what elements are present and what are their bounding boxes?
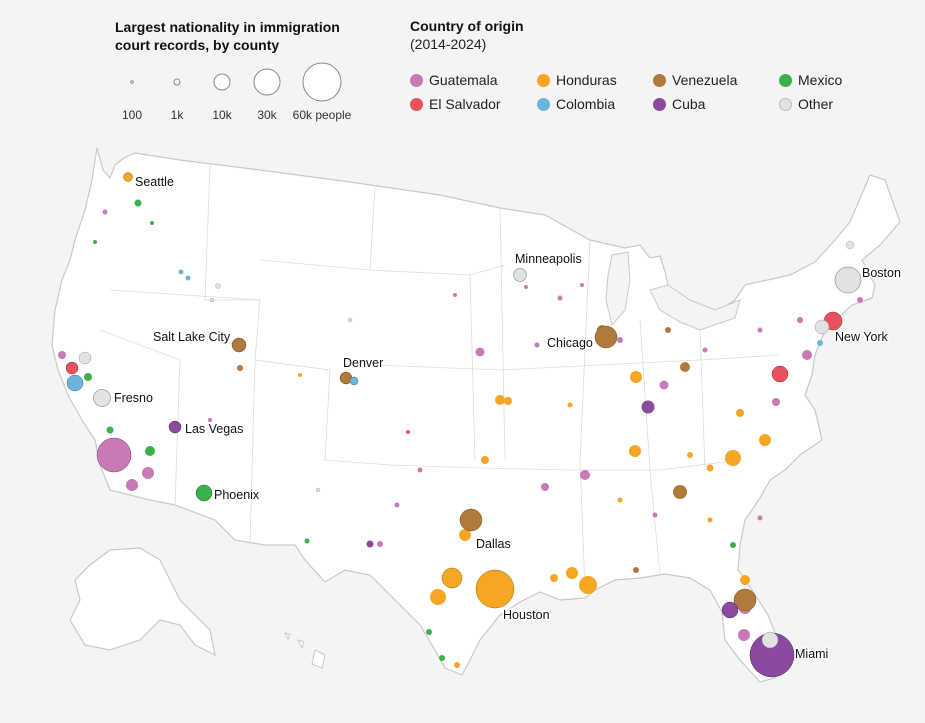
bubble-seattle <box>123 172 133 182</box>
label-seattle: Seattle <box>135 175 174 189</box>
legend-swatch-el-salvador <box>410 97 423 111</box>
legend-label: Honduras <box>556 72 617 88</box>
label-denver: Denver <box>343 356 383 370</box>
alaska-outline <box>69 547 216 657</box>
bubble-miami-2 <box>761 631 779 649</box>
label-fresno: Fresno <box>114 391 153 405</box>
bubble-tampa <box>721 601 739 619</box>
size-label-30k: 30k <box>257 108 277 122</box>
label-phoenix: Phoenix <box>214 488 260 502</box>
bubble-chicago <box>594 325 618 349</box>
legend-item-colombia: Colombia <box>537 96 615 112</box>
size-circle-1k <box>173 78 181 86</box>
legend-label: Guatemala <box>429 72 498 88</box>
legend-item-venezuela: Venezuela <box>653 72 737 88</box>
bubble-minneapolis <box>513 268 527 282</box>
color-legend-title: Country of origin <box>410 18 524 34</box>
legend-label: Venezuela <box>672 72 738 88</box>
size-legend-title: Largest nationality in immigration court… <box>115 19 340 53</box>
bubble-las-vegas <box>168 420 182 434</box>
legend-label: Colombia <box>556 96 616 112</box>
hawaii-outline <box>283 632 326 669</box>
size-legend-circles <box>130 62 342 102</box>
bubble-dc-area <box>771 365 789 383</box>
legend-label: El Salvador <box>429 96 501 112</box>
size-circle-100 <box>130 80 134 84</box>
bubble-phoenix <box>195 484 213 502</box>
city-labels: Seattle Minneapolis Boston Salt Lake Cit… <box>113 174 903 663</box>
legend-item-honduras: Honduras <box>537 72 617 88</box>
bubble-dallas <box>459 508 483 532</box>
label-dallas: Dallas <box>476 537 511 551</box>
legend-swatch-mexico <box>779 73 792 87</box>
bubble-sacramento <box>78 351 92 365</box>
legend-swatch-guatemala <box>410 73 423 87</box>
bubble-sf-bay-2 <box>65 361 79 375</box>
label-las-vegas: Las Vegas <box>185 422 243 436</box>
legend-item-other: Other <box>779 96 833 112</box>
size-circle-10k <box>213 73 231 91</box>
bubble-salt-lake-city <box>231 337 247 353</box>
us-map: Seattle Minneapolis Boston Salt Lake Cit… <box>51 147 903 683</box>
bubble-austin <box>441 567 463 589</box>
legend-swatch-other <box>779 97 792 111</box>
legend-item-el-salvador: El Salvador <box>410 96 501 112</box>
label-salt-lake-city: Salt Lake City <box>153 330 231 344</box>
bubble-boston <box>834 266 862 294</box>
color-legend-subtitle: (2014-2024) <box>410 36 487 52</box>
legend-item-cuba: Cuba <box>653 96 705 112</box>
bubble-los-angeles <box>96 437 132 473</box>
bubble-new-york-2 <box>814 319 830 335</box>
lake-michigan <box>605 251 631 327</box>
size-label-10k: 10k <box>212 108 232 122</box>
legend-label: Other <box>798 96 834 112</box>
legend-label: Mexico <box>798 72 843 88</box>
legend-label: Cuba <box>672 96 706 112</box>
size-label-60k: 60k people <box>292 108 352 122</box>
label-new-york: New York <box>835 330 889 344</box>
size-label-100: 100 <box>121 108 143 122</box>
lake-huron-erie <box>649 284 741 331</box>
legend-swatch-honduras <box>537 73 550 87</box>
bubble-houston <box>475 569 515 609</box>
label-minneapolis: Minneapolis <box>515 252 582 266</box>
legend-swatch-cuba <box>653 97 666 111</box>
label-chicago: Chicago <box>547 336 593 350</box>
label-houston: Houston <box>503 608 550 622</box>
bubble-sf-bay <box>66 374 84 392</box>
city-bubbles <box>65 172 862 678</box>
size-circle-60k <box>302 62 342 102</box>
bubble-fresno <box>93 389 111 407</box>
label-miami: Miami <box>795 647 828 661</box>
label-boston: Boston <box>862 266 901 280</box>
bubble-orlando <box>733 588 757 612</box>
legend-item-guatemala: Guatemala <box>410 72 497 88</box>
legend-item-mexico: Mexico <box>779 72 842 88</box>
size-circle-30k <box>253 68 281 96</box>
small-dots <box>58 199 863 668</box>
legend-swatch-colombia <box>537 97 550 111</box>
size-legend: 100 1k 10k 30k 60k people <box>110 60 370 125</box>
legend-swatch-venezuela <box>653 73 666 87</box>
bubble-denver-2 <box>349 376 359 386</box>
size-label-1k: 1k <box>170 108 184 122</box>
